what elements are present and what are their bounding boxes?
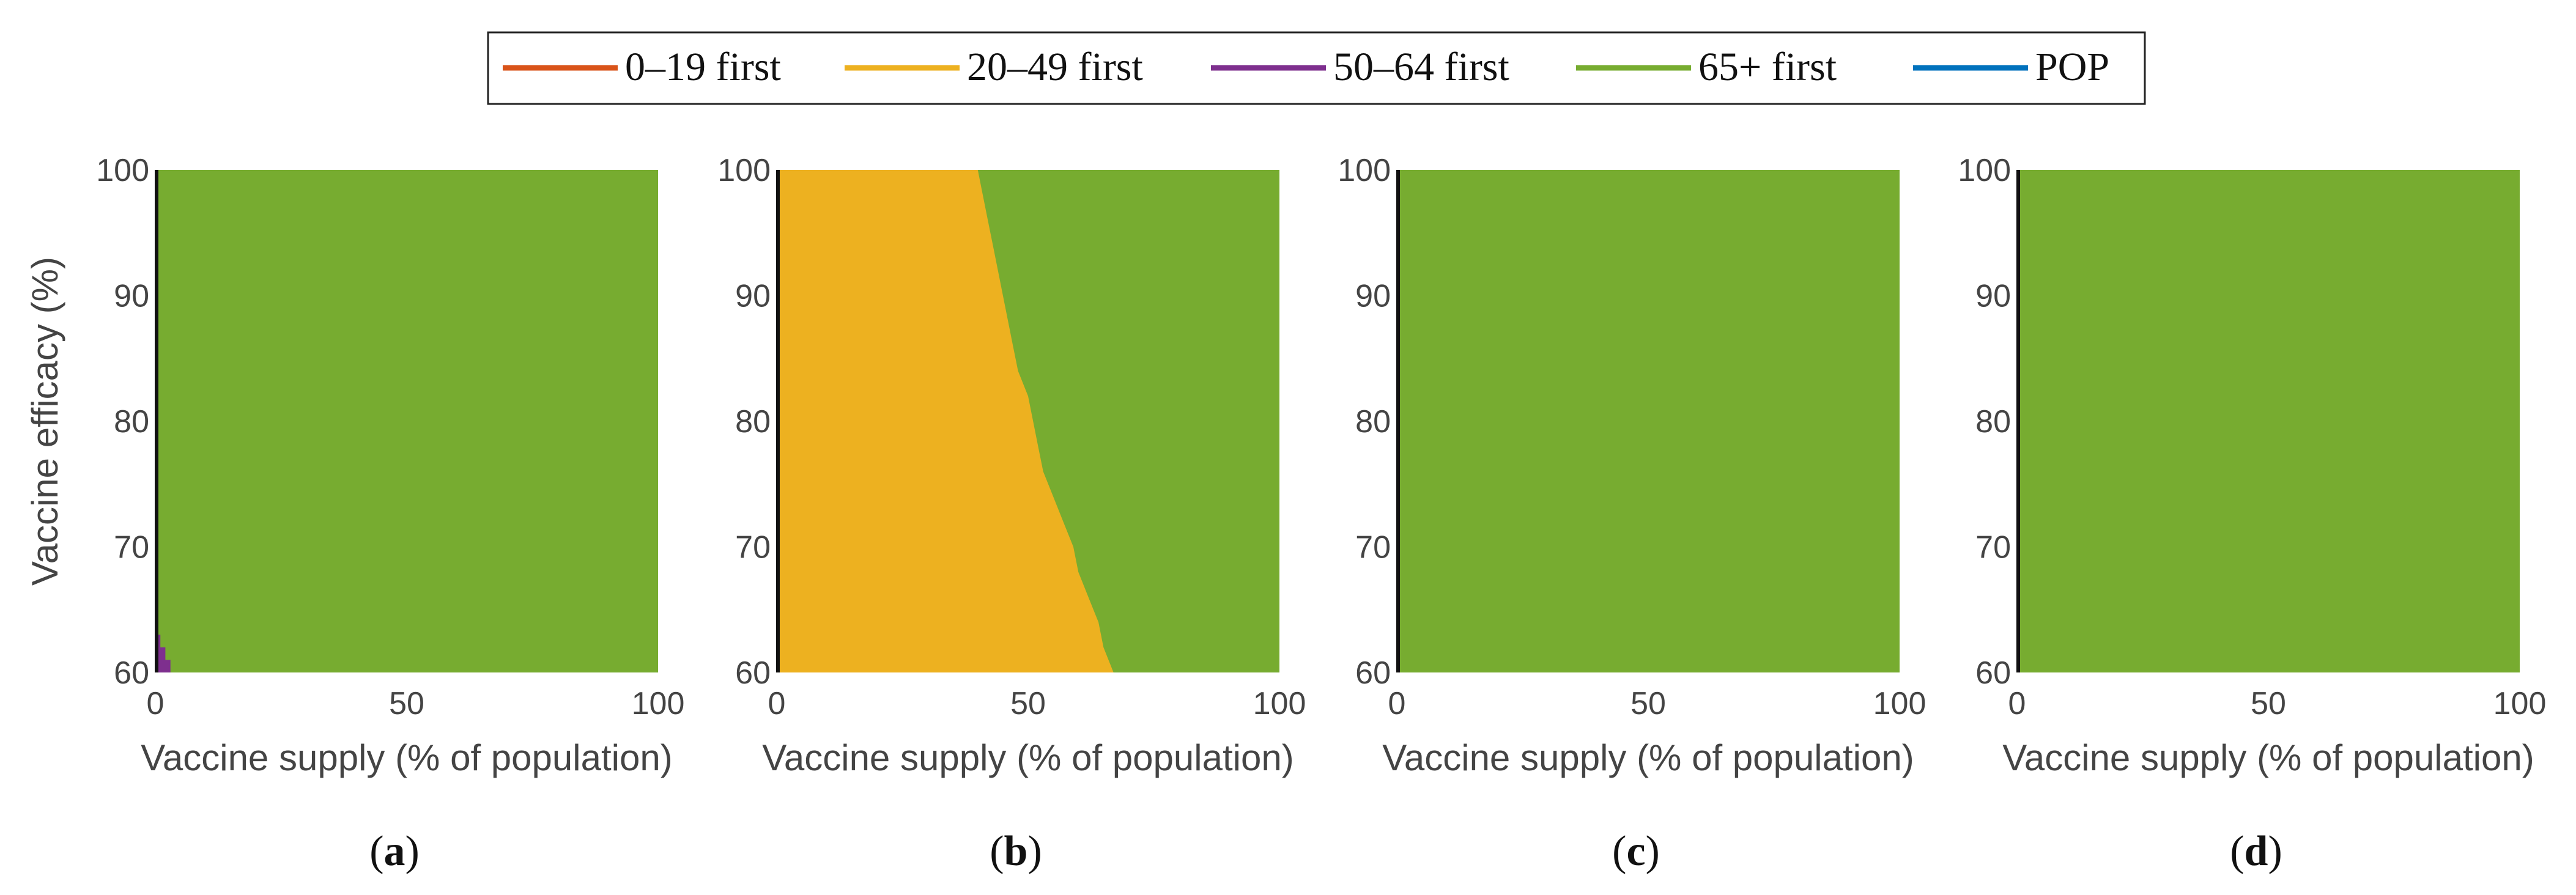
x-tick-label-c-0: 0 — [1388, 686, 1406, 721]
y-tick-label-d-3: 90 — [1975, 279, 2011, 314]
y-tick-label-a-2: 80 — [114, 404, 149, 440]
y-tick-label-a-0: 60 — [114, 655, 149, 691]
panel-d: 0 50 100 60 70 80 90 100 Vaccine supply (% of po… — [1958, 153, 2546, 875]
y-tick-label-d-2: 80 — [1975, 404, 2011, 440]
y-tick-label-c-2: 80 — [1355, 404, 1391, 440]
x-tick-label-d-0: 0 — [2008, 686, 2026, 721]
legend: 0–19 first 20–49 first 50–64 first 65+ f… — [487, 31, 2146, 105]
region-c-background — [1397, 170, 1900, 672]
y-tick-label-c-0: 60 — [1355, 655, 1391, 691]
region-a-background — [155, 170, 658, 672]
x-axis-label-b: Vaccine supply (% of population) — [762, 737, 1294, 778]
region-b-0 — [777, 170, 1114, 672]
y-tick-label-c-3: 90 — [1355, 279, 1391, 314]
x-axis-label-d: Vaccine supply (% of population) — [2002, 737, 2534, 778]
y-tick-label-a-4: 100 — [96, 153, 149, 188]
panel-b: 0 50 100 60 70 80 90 100 Vaccine supply (% of po… — [717, 153, 1306, 875]
legend-label-20-49: 20–49 first — [967, 45, 1143, 89]
x-tick-label-d-2: 100 — [2493, 686, 2547, 721]
y-tick-label-a-1: 70 — [114, 530, 149, 565]
y-tick-label-b-3: 90 — [735, 279, 771, 314]
legend-label-pop: POP — [2035, 45, 2109, 89]
y-tick-label-d-0: 60 — [1975, 655, 2011, 691]
panel-label-a: (a) — [369, 828, 420, 875]
x-tick-label-a-2: 100 — [632, 686, 685, 721]
y-axis-label-a: Vaccine efficacy (%) — [24, 257, 65, 586]
x-tick-label-c-1: 50 — [1630, 686, 1666, 721]
x-axis-label-a: Vaccine supply (% of population) — [141, 737, 672, 778]
x-tick-label-b-0: 0 — [768, 686, 786, 721]
y-tick-label-b-0: 60 — [735, 655, 771, 691]
y-tick-label-a-3: 90 — [114, 279, 149, 314]
y-tick-label-c-1: 70 — [1355, 530, 1391, 565]
x-tick-label-c-2: 100 — [1873, 686, 1926, 721]
y-tick-label-c-4: 100 — [1338, 153, 1391, 188]
x-tick-label-b-1: 50 — [1010, 686, 1046, 721]
panel-label-d: (d) — [2230, 828, 2282, 875]
legend-label-65plus: 65+ first — [1698, 45, 1837, 89]
legend-label-0-19: 0–19 first — [625, 45, 781, 89]
x-tick-label-a-1: 50 — [389, 686, 424, 721]
panel-c: 0 50 100 60 70 80 90 100 Vaccine supply (% of po… — [1338, 153, 1926, 875]
region-a-0 — [155, 635, 171, 672]
x-tick-label-b-2: 100 — [1253, 686, 1306, 721]
x-tick-label-d-1: 50 — [2251, 686, 2286, 721]
panel-a: 0 50 100 60 70 80 90 100 Vaccine supply (% of po… — [24, 153, 684, 875]
region-d-background — [2017, 170, 2520, 672]
x-axis-label-c: Vaccine supply (% of population) — [1382, 737, 1914, 778]
y-tick-label-d-4: 100 — [1958, 153, 2011, 188]
panel-label-c: (c) — [1612, 828, 1660, 875]
y-tick-label-b-1: 70 — [735, 530, 771, 565]
y-tick-label-d-1: 70 — [1975, 530, 2011, 565]
y-tick-label-b-4: 100 — [717, 153, 771, 188]
legend-label-50-64: 50–64 first — [1333, 45, 1509, 89]
y-tick-label-b-2: 80 — [735, 404, 771, 440]
panels: 0 50 100 60 70 80 90 100 Vaccine supply (% of po… — [24, 153, 2546, 875]
panel-label-b: (b) — [990, 828, 1042, 875]
x-tick-label-a-0: 0 — [147, 686, 165, 721]
